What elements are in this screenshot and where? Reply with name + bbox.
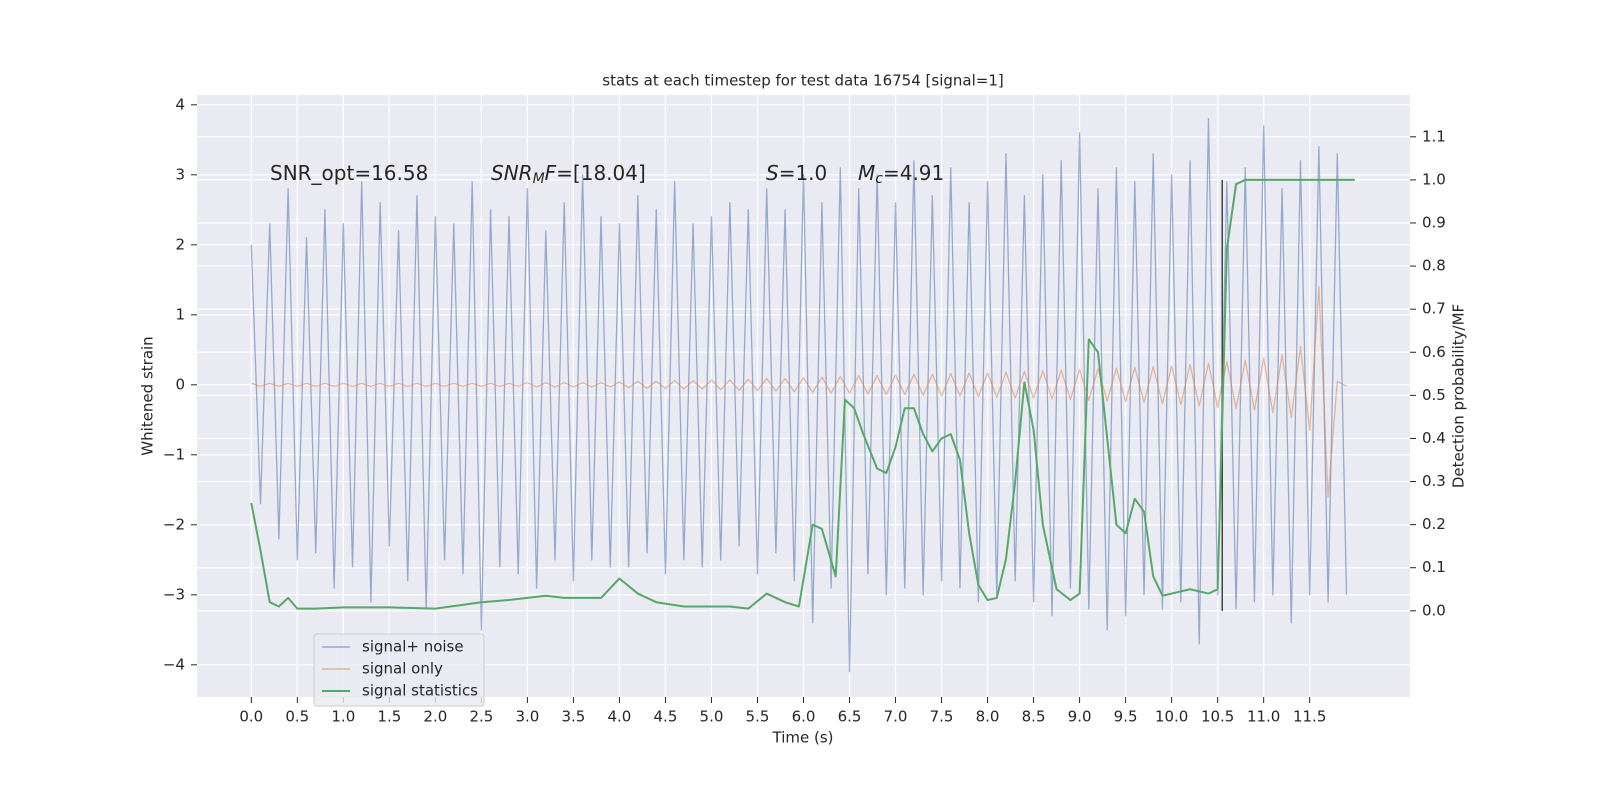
- y2-tick-label: 1.0: [1422, 170, 1446, 188]
- x-tick-label: 7.0: [884, 708, 908, 726]
- annotation-subscript: c: [875, 171, 883, 187]
- y2-tick-label: 1.1: [1422, 127, 1446, 145]
- y2-tick-label: 0.8: [1422, 257, 1446, 275]
- x-tick-label: 2.5: [469, 708, 493, 726]
- y2-tick-label: 0.7: [1422, 300, 1446, 318]
- x-tick-label: 7.5: [930, 708, 954, 726]
- y-tick-label: 0: [175, 375, 185, 393]
- chart-title: stats at each timestep for test data 167…: [602, 72, 1003, 90]
- series-line: [250, 178, 1355, 610]
- x-tick-label: 5.5: [746, 708, 770, 726]
- annotation-text: M: [858, 161, 875, 185]
- x-tick-label: 9.0: [1068, 708, 1092, 726]
- x-tick-label: 9.5: [1114, 708, 1138, 726]
- y-tick-label: −2: [163, 515, 185, 533]
- legend-label: signal+ noise: [362, 638, 464, 656]
- y2-tick-label: 0.0: [1422, 601, 1446, 619]
- x-tick-label: 8.5: [1022, 708, 1046, 726]
- annotation-text: SNR: [491, 161, 533, 185]
- y-tick-label: −4: [163, 655, 185, 673]
- x-axis-label: Time (s): [772, 729, 834, 747]
- x-tick-label: 0.5: [285, 708, 309, 726]
- y-tick-label: 1: [175, 305, 185, 323]
- legend: signal+ noise signal only signal statistic…: [313, 633, 485, 707]
- y2-tick-label: 0.6: [1422, 343, 1446, 361]
- annotation: SNRMF=[18.04]: [491, 161, 646, 188]
- x-tick-label: 10.5: [1201, 708, 1234, 726]
- series-line: [251, 286, 1347, 498]
- x-tick-label: 11.0: [1247, 708, 1280, 726]
- x-tick-label: 8.0: [976, 708, 1000, 726]
- y-tick-label: 3: [175, 165, 185, 183]
- y2-axis-label: Detection probability/MF: [1450, 304, 1468, 488]
- x-tick-label: 1.5: [377, 708, 401, 726]
- y-axis-label: Whitened strain: [139, 336, 157, 455]
- axes: 0.0 0.5 1.0 1.5 2.0 2.5 3.0 3.5 4.0 4.5 5.0 5.5 6.0 6…: [163, 95, 1446, 725]
- annotation: SNR_opt=16.58: [270, 161, 428, 185]
- annotation-text: SNR_opt=16.58: [270, 161, 428, 185]
- annotation-text: =1.0: [779, 161, 828, 185]
- annotation: Mc=4.91: [858, 161, 944, 188]
- x-tick-label: 0.0: [239, 708, 263, 726]
- legend-box: [313, 633, 485, 707]
- legend-label: signal only: [362, 660, 443, 678]
- annotation-text: =4.91: [883, 161, 944, 185]
- annotation: S=1.0: [766, 161, 827, 185]
- annotation-subscript: M: [533, 171, 545, 187]
- y-tick-label: 2: [175, 235, 185, 253]
- y2-tick-label: 0.3: [1422, 472, 1446, 490]
- marks: [250, 118, 1355, 673]
- y2-tick-label: 0.1: [1422, 558, 1446, 576]
- x-tick-label: 10.0: [1155, 708, 1188, 726]
- x-tick-label: 4.5: [654, 708, 678, 726]
- y-tick-label: −1: [163, 445, 185, 463]
- annotation-text: F: [545, 161, 557, 185]
- legend-label: signal statistics: [362, 682, 478, 700]
- x-tick-label: 6.0: [792, 708, 816, 726]
- y-tick-label: −3: [163, 585, 185, 603]
- x-tick-label: 3.0: [515, 708, 539, 726]
- x-tick-label: 5.0: [700, 708, 724, 726]
- y2-tick-label: 0.2: [1422, 515, 1446, 533]
- x-tick-label: 11.5: [1293, 708, 1326, 726]
- y-tick-label: 4: [175, 95, 185, 113]
- x-tick-label: 3.5: [561, 708, 585, 726]
- x-tick-label: 6.5: [838, 708, 862, 726]
- annotation-text: =[18.04]: [556, 161, 646, 185]
- annotation-text: S: [766, 161, 779, 185]
- y2-tick-label: 0.5: [1422, 386, 1446, 404]
- x-tick-label: 2.0: [423, 708, 447, 726]
- y2-tick-label: 0.4: [1422, 429, 1446, 447]
- y2-tick-label: 0.9: [1422, 213, 1446, 231]
- x-tick-label: 4.0: [608, 708, 632, 726]
- series-line: [250, 118, 1348, 673]
- x-tick-label: 1.0: [331, 708, 355, 726]
